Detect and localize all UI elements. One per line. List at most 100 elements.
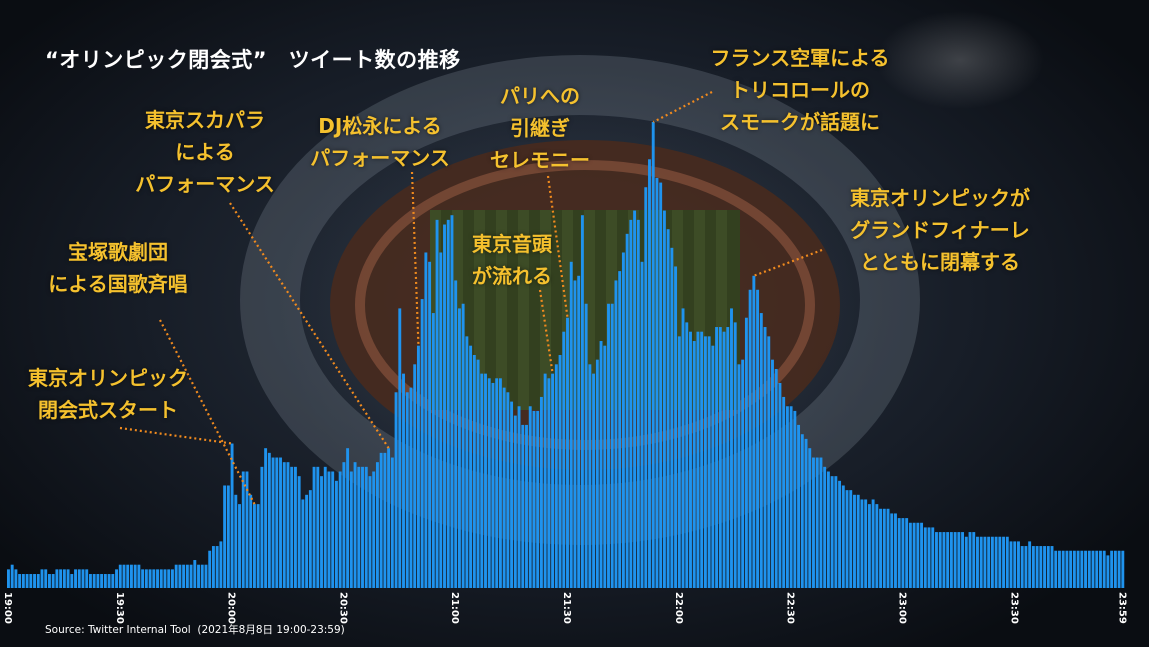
bar (260, 466, 264, 588)
bar (674, 266, 678, 588)
bar (916, 522, 920, 588)
bar (662, 210, 666, 589)
bar (185, 564, 189, 588)
bar (949, 532, 953, 588)
bar (349, 471, 353, 588)
bar (111, 574, 115, 588)
bar (1043, 546, 1047, 588)
x-tick-label: 19:30 (113, 592, 125, 624)
bar (789, 406, 793, 588)
bar (752, 275, 756, 588)
bar (1080, 550, 1084, 588)
bar (361, 466, 364, 588)
bar (286, 462, 290, 588)
bar (331, 471, 335, 588)
bar (573, 280, 577, 588)
bar (983, 536, 987, 588)
bar (178, 564, 182, 588)
bar (554, 364, 558, 588)
bar (778, 382, 782, 588)
bar (860, 499, 864, 588)
bar (439, 252, 443, 589)
bar (431, 313, 435, 588)
bar (543, 373, 547, 588)
bar (327, 471, 331, 588)
bar (357, 466, 361, 588)
bar (375, 462, 379, 588)
x-tick-label: 23:30 (1008, 592, 1020, 624)
bar (819, 457, 823, 588)
bar (156, 569, 159, 588)
bar (215, 546, 219, 588)
bar (800, 434, 804, 588)
bar (293, 466, 297, 588)
bar (1106, 555, 1110, 588)
bar (793, 410, 797, 588)
x-tick-label: 20:00 (225, 592, 237, 624)
bar (636, 219, 640, 589)
bar (715, 327, 719, 588)
bar (491, 382, 495, 588)
bar (1039, 546, 1043, 588)
bar (935, 532, 938, 588)
bar (424, 252, 428, 589)
bar (297, 476, 301, 588)
bar (271, 457, 275, 588)
bar (1046, 546, 1050, 588)
bar (677, 336, 681, 588)
bar (33, 574, 36, 588)
bar (409, 387, 413, 588)
bar (875, 504, 879, 588)
bar (446, 219, 450, 589)
bar (730, 308, 733, 588)
annotation-line: パリへの (500, 84, 580, 108)
bar (137, 564, 141, 588)
bar (279, 457, 282, 588)
annotation-line: 東京スカパラ (144, 108, 265, 132)
bar (443, 224, 446, 588)
bar (815, 457, 819, 588)
bar (741, 359, 745, 588)
bar (629, 219, 633, 589)
bar (81, 569, 85, 588)
bar (700, 331, 704, 588)
x-tick-label: 23:00 (896, 592, 908, 624)
bar (107, 574, 111, 588)
bar (290, 466, 294, 588)
bars (7, 122, 1125, 589)
bar (40, 569, 44, 588)
bar (566, 317, 569, 588)
bar (152, 569, 156, 588)
bar (871, 499, 875, 588)
bar (830, 476, 834, 588)
bar (402, 373, 405, 588)
bar (301, 499, 305, 588)
bar (275, 457, 279, 588)
bar (901, 518, 905, 588)
bar (487, 378, 491, 588)
bar (200, 564, 204, 588)
bar (18, 574, 22, 588)
bar (610, 303, 614, 588)
bar (737, 364, 741, 588)
bar (823, 466, 827, 588)
annotation-leader-line (229, 202, 390, 449)
bar (461, 303, 465, 588)
bar (987, 536, 991, 588)
x-tick-label: 22:00 (672, 592, 684, 624)
bar (480, 373, 484, 588)
bar (894, 513, 897, 588)
bar (264, 448, 268, 588)
bar (666, 229, 670, 588)
bar (696, 331, 700, 588)
annotation: DJ松永による パフォーマンス (310, 110, 450, 174)
bar (905, 518, 909, 588)
bar (1072, 550, 1076, 588)
bar (267, 452, 271, 588)
bar (305, 494, 309, 588)
bar (1087, 550, 1091, 588)
bar (197, 564, 200, 588)
bar (1013, 541, 1017, 588)
bar (1035, 546, 1039, 588)
